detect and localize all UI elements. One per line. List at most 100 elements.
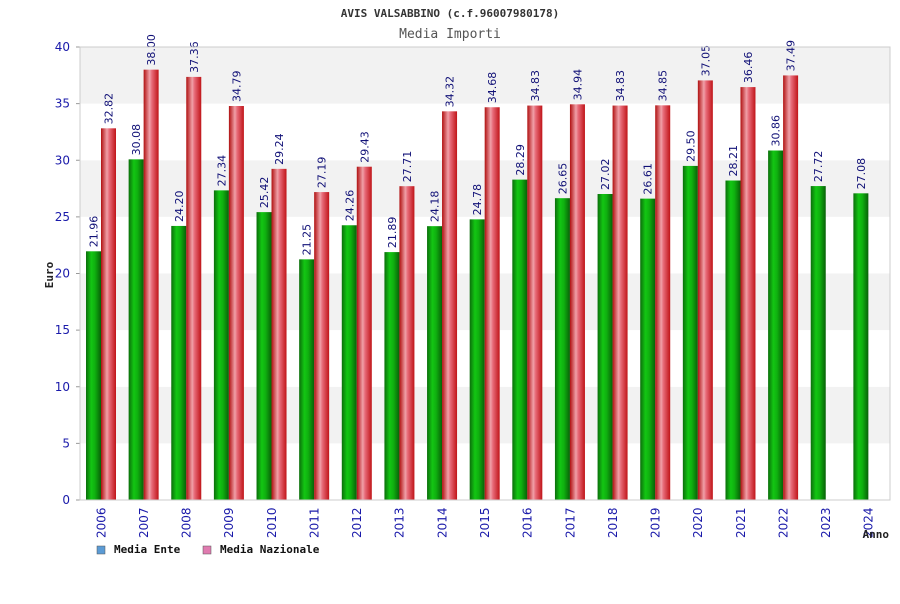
bar-media-nazionale-2007 bbox=[143, 69, 159, 501]
x-tick-label-2022: 2022 bbox=[776, 507, 790, 538]
data-label-media-nazionale-2013: 27.71 bbox=[401, 151, 414, 183]
legend-label-media-nazionale: Media Nazionale bbox=[220, 543, 320, 556]
bar-media-nazionale-2011 bbox=[314, 192, 330, 501]
data-label-media-nazionale-2011: 27.19 bbox=[316, 157, 329, 189]
bar-media-ente-2021 bbox=[725, 180, 741, 501]
data-label-media-nazionale-2020: 37.05 bbox=[699, 45, 712, 77]
data-label-media-ente-2017: 26.65 bbox=[556, 163, 569, 195]
data-label-media-ente-2013: 21.89 bbox=[386, 217, 399, 249]
bar-media-ente-2017 bbox=[554, 198, 570, 500]
plot-frame bbox=[79, 46, 891, 501]
bars-group bbox=[86, 69, 869, 501]
bar-media-ente-2020 bbox=[682, 165, 698, 500]
y-tick-label: 0 bbox=[62, 493, 70, 507]
data-label-media-ente-2008: 24.20 bbox=[173, 190, 186, 222]
legend-swatch-media-nazionale bbox=[202, 545, 212, 555]
bar-media-nazionale-2014 bbox=[442, 111, 458, 501]
bar-media-ente-2024 bbox=[853, 193, 869, 500]
data-label-media-nazionale-2017: 34.94 bbox=[571, 69, 584, 101]
x-tick-label-2024: 2024 bbox=[862, 507, 876, 538]
data-label-media-nazionale-2022: 37.49 bbox=[785, 40, 798, 72]
x-tick-label-2011: 2011 bbox=[307, 507, 321, 538]
data-label-media-nazionale-2018: 34.83 bbox=[614, 70, 627, 102]
data-label-media-ente-2023: 27.72 bbox=[812, 151, 825, 183]
data-label-media-nazionale-2021: 36.46 bbox=[742, 52, 755, 84]
data-label-media-ente-2018: 27.02 bbox=[599, 158, 612, 190]
bar-media-ente-2011 bbox=[299, 259, 315, 500]
data-label-media-nazionale-2012: 29.43 bbox=[358, 131, 371, 163]
y-tick-label: 15 bbox=[55, 323, 70, 337]
x-tick-label-2023: 2023 bbox=[819, 507, 833, 538]
x-tick-label-2009: 2009 bbox=[222, 507, 236, 538]
bar-media-ente-2015 bbox=[469, 219, 485, 500]
y-tick-label: 35 bbox=[55, 97, 70, 111]
x-tick-label-2017: 2017 bbox=[563, 507, 577, 538]
data-label-media-ente-2021: 28.21 bbox=[727, 145, 740, 177]
data-label-media-ente-2012: 24.26 bbox=[343, 190, 356, 222]
y-axis-ticks: 0 5 10 15 20 25 30 35 40 bbox=[55, 40, 80, 507]
data-label-media-nazionale-2014: 34.32 bbox=[444, 76, 457, 108]
x-tick-label-2012: 2012 bbox=[350, 507, 364, 538]
x-tick-label-2014: 2014 bbox=[435, 507, 449, 538]
bar-media-ente-2009 bbox=[213, 190, 229, 500]
data-label-media-nazionale-2009: 34.79 bbox=[230, 71, 243, 102]
bar-media-ente-2008 bbox=[171, 225, 187, 500]
data-label-media-ente-2009: 27.34 bbox=[215, 155, 228, 186]
x-tick-label-2021: 2021 bbox=[734, 507, 748, 538]
legend: Media Ente Media Nazionale bbox=[96, 543, 320, 556]
data-label-media-nazionale-2019: 34.85 bbox=[657, 70, 670, 102]
data-label-media-ente-2010: 25.42 bbox=[258, 177, 271, 209]
y-axis-label: Euro bbox=[43, 261, 56, 288]
y-tick-label: 20 bbox=[55, 267, 70, 281]
data-label-media-ente-2007: 30.08 bbox=[130, 124, 143, 156]
bar-media-ente-2012 bbox=[341, 225, 357, 500]
chart-title: AVIS VALSABBINO (c.f.96007980178) bbox=[341, 7, 560, 20]
data-label-media-nazionale-2006: 32.82 bbox=[103, 93, 116, 125]
bar-media-nazionale-2006 bbox=[101, 128, 116, 500]
bar-media-nazionale-2012 bbox=[356, 166, 372, 500]
x-axis-label: Anno bbox=[863, 528, 890, 541]
data-label-media-ente-2014: 24.18 bbox=[429, 191, 442, 223]
bar-media-nazionale-2022 bbox=[783, 75, 799, 500]
bar-media-ente-2013 bbox=[384, 252, 400, 500]
bar-media-nazionale-2020 bbox=[697, 80, 713, 500]
bar-media-ente-2023 bbox=[810, 186, 826, 501]
x-tick-label-2019: 2019 bbox=[649, 507, 663, 538]
x-tick-label-2015: 2015 bbox=[478, 507, 492, 538]
bar-media-nazionale-2015 bbox=[484, 107, 500, 501]
data-label-media-nazionale-2016: 34.83 bbox=[529, 70, 542, 102]
bar-media-ente-2022 bbox=[768, 150, 784, 500]
bar-media-nazionale-2016 bbox=[527, 105, 543, 501]
x-tick-label-2006: 2006 bbox=[94, 507, 108, 538]
bar-media-nazionale-2009 bbox=[228, 106, 244, 501]
data-label-media-ente-2016: 28.29 bbox=[514, 144, 527, 176]
bar-media-ente-2018 bbox=[597, 193, 613, 500]
x-tick-label-2007: 2007 bbox=[137, 507, 151, 538]
y-tick-label: 25 bbox=[55, 210, 70, 224]
y-tick-label: 30 bbox=[55, 153, 70, 167]
data-label-media-ente-2020: 29.50 bbox=[684, 130, 697, 162]
data-label-media-ente-2015: 24.78 bbox=[471, 184, 484, 216]
bar-media-ente-2019 bbox=[640, 198, 656, 500]
x-tick-label-2020: 2020 bbox=[691, 507, 705, 538]
bar-media-nazionale-2008 bbox=[186, 76, 202, 500]
bar-media-ente-2016 bbox=[512, 179, 528, 500]
bar-media-nazionale-2021 bbox=[740, 87, 756, 500]
data-label-media-ente-2006: 21.96 bbox=[88, 216, 101, 248]
data-label-media-nazionale-2015: 34.68 bbox=[486, 72, 499, 104]
y-tick-label: 40 bbox=[55, 40, 70, 54]
data-labels: 21.96 32.82 30.08 38.00 24.20 37.36 27.34 34.79… bbox=[88, 34, 868, 255]
bar-media-ente-2014 bbox=[427, 226, 443, 500]
data-label-media-ente-2019: 26.61 bbox=[642, 163, 655, 195]
y-tick-label: 10 bbox=[55, 380, 70, 394]
legend-label-media-ente: Media Ente bbox=[114, 543, 181, 556]
x-tick-label-2018: 2018 bbox=[606, 507, 620, 538]
x-tick-label-2008: 2008 bbox=[180, 507, 194, 538]
data-label-media-ente-2024: 27.08 bbox=[855, 158, 868, 190]
bar-media-ente-2006 bbox=[86, 251, 101, 500]
data-label-media-nazionale-2007: 38.00 bbox=[145, 34, 158, 66]
data-label-media-nazionale-2010: 29.24 bbox=[273, 133, 286, 165]
bar-media-nazionale-2018 bbox=[612, 105, 628, 501]
